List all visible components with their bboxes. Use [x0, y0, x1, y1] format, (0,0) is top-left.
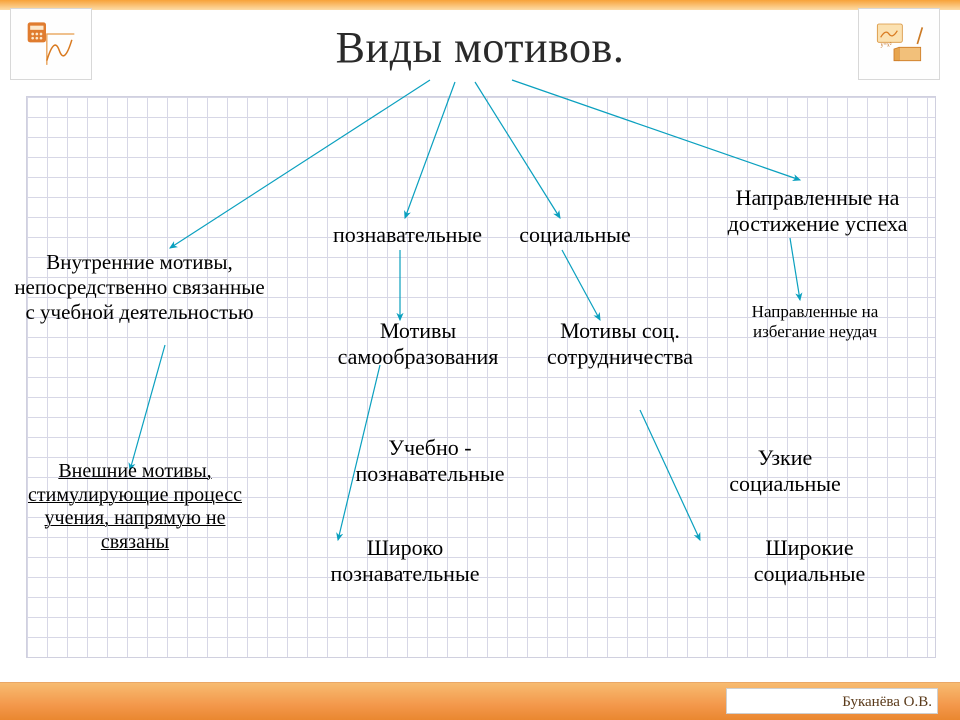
node-avoid-failure: Направленные на избегание неудач — [715, 302, 915, 342]
svg-text:y=x²: y=x² — [881, 43, 892, 49]
node-cognitive: познавательные — [320, 222, 495, 248]
node-internal-motives: Внутренние мотивы, непосредственно связа… — [12, 250, 267, 324]
top-gradient-bar — [0, 0, 960, 10]
author-label: Буканёва О.В. — [842, 694, 932, 711]
books-board-icon: y=x² — [858, 8, 940, 80]
node-success: Направленные на достижение успеха — [700, 185, 935, 237]
node-external-motives: Внешние мотивы, стимулирующие процесс уч… — [10, 460, 260, 554]
calc-graph-icon — [10, 8, 92, 80]
node-social: социальные — [505, 222, 645, 248]
slide-page: y=x² Виды мотивов. Внутренние м — [0, 0, 960, 720]
node-social-cooperation: Мотивы соц. сотрудничества — [525, 318, 715, 370]
node-external-motives-text: Внешние мотивы, стимулирующие процесс уч… — [28, 460, 242, 553]
node-self-education: Мотивы самообразования — [318, 318, 518, 370]
node-wide-social: Широкие социальные — [722, 535, 897, 587]
bottom-gradient-bar — [0, 682, 960, 720]
node-edu-cognitive: Учебно - познавательные — [330, 435, 530, 487]
slide-title: Виды мотивов. — [336, 22, 625, 73]
node-wide-cognitive: Широко познавательные — [300, 535, 510, 587]
node-narrow-social: Узкие социальные — [700, 445, 870, 497]
